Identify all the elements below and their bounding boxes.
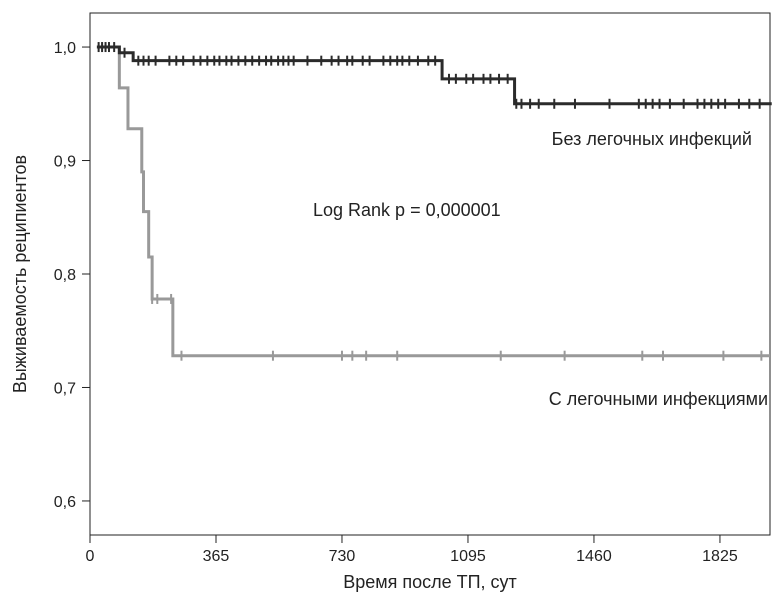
survival-step-line: [96, 45, 772, 106]
survival-step-line: [96, 45, 770, 358]
y-tick-label: 1,0: [54, 40, 76, 57]
x-tick-label: 1460: [576, 548, 612, 565]
x-tick-label: 1095: [450, 548, 486, 565]
x-tick-label: 365: [203, 548, 230, 565]
log-rank-annotation: Log Rank p = 0,000001: [313, 200, 501, 220]
y-tick-label: 0,8: [54, 267, 76, 284]
y-axis-ticks: 1,0 0,9 0,8 0,7 0,6: [54, 40, 90, 511]
x-tick-label: 730: [329, 548, 356, 565]
x-axis-title: Время после ТП, сут: [343, 572, 517, 592]
series-no-infection: [96, 42, 772, 109]
series-label-no-infection: Без легочных инфекций: [552, 129, 752, 149]
series-labels: Без легочных инфекций С легочными инфекци…: [549, 129, 768, 409]
series-with-infection: [96, 45, 770, 361]
series-label-with-infection: С легочными инфекциями: [549, 389, 768, 409]
y-tick-label: 0,7: [54, 380, 76, 397]
x-tick-label: 0: [86, 548, 95, 565]
y-tick-label: 0,6: [54, 494, 76, 511]
plot-frame: [89, 12, 771, 536]
x-tick-label: 1825: [702, 548, 738, 565]
y-axis-title: Выживаемость реципиентов: [10, 155, 30, 393]
y-tick-label: 0,9: [54, 154, 76, 171]
x-axis-ticks: 0 365 730 1095 1460 1825: [86, 535, 738, 565]
series-layer: [96, 42, 772, 361]
